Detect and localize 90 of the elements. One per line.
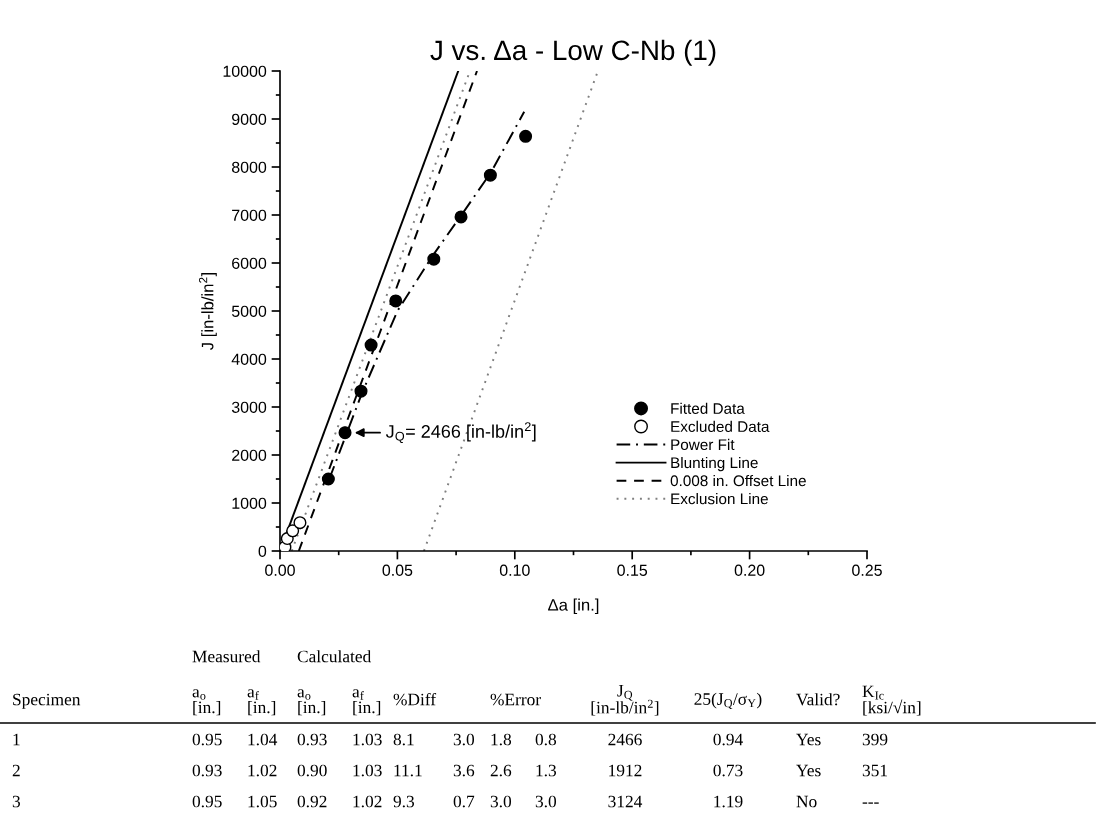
text: Valid? — [796, 693, 840, 706]
point — [389, 294, 403, 308]
text: 8.1 — [393, 733, 414, 746]
y-tick-label: 10000 — [223, 65, 267, 77]
text: 0.73 — [713, 764, 743, 777]
x-axis-title: Δa [in.] — [548, 598, 599, 615]
text: 25(J$_{Q}$/σ$_{Y}$) — [694, 692, 762, 710]
legend-label: 0.008 in. Offset Line — [670, 474, 806, 487]
x-tick-label: 0.10 — [499, 564, 530, 576]
legend-label: Exclusion Line — [671, 493, 768, 505]
point — [483, 168, 497, 182]
x-tick-label: 0.00 — [265, 564, 295, 576]
chart-title: J vs. Δa - Low C-Nb (1) — [430, 39, 716, 66]
legend-label: Excluded Data — [671, 420, 770, 433]
text: 1.05 — [248, 795, 277, 808]
text: a$_{f}$ [in.] — [247, 689, 276, 716]
point — [354, 384, 368, 398]
text: 351 — [862, 764, 887, 777]
text: 1.03 — [353, 733, 382, 746]
x-tick-label: 0.05 — [382, 564, 413, 576]
text: 1.04 — [248, 733, 278, 746]
text: 1.8 — [491, 733, 512, 746]
point — [454, 210, 468, 224]
text: Measured — [192, 650, 261, 663]
text: 1.3 — [536, 764, 557, 777]
text: 0.95 — [192, 795, 222, 808]
text: 3124 — [608, 795, 643, 808]
text: 0.7 — [453, 795, 475, 808]
text: J$_{Q}$ [in-lb/in$^{2}$] — [591, 684, 659, 716]
text: 0.90 — [297, 764, 327, 777]
text: a$_{o}$ [in.] — [297, 689, 326, 716]
point — [519, 129, 533, 143]
text: Calculated — [297, 650, 372, 663]
text: 1 — [13, 733, 20, 746]
y-tick-label: 5000 — [231, 305, 267, 317]
point — [364, 338, 378, 352]
text: 0.93 — [192, 764, 222, 777]
text: 11.1 — [394, 764, 422, 777]
text: Yes — [796, 733, 821, 746]
text: 1.02 — [353, 795, 382, 808]
y-tick-label: 9000 — [232, 113, 267, 125]
annotation: J$_{Q}$= 2466 [in-lb/in$^{2}$] — [385, 422, 536, 443]
text: 1.03 — [353, 764, 382, 777]
y-tick-label: 1000 — [232, 497, 267, 509]
text: No — [796, 795, 817, 808]
point — [321, 472, 335, 486]
text: --- — [862, 802, 879, 804]
text: 3 — [12, 795, 20, 808]
text: 2 — [12, 764, 20, 777]
y-tick-label: 2000 — [232, 449, 267, 461]
x-tick-label: 0.25 — [852, 564, 882, 576]
text: 1.02 — [248, 764, 277, 777]
y-tick-label: 3000 — [231, 401, 267, 413]
text: a$_{f}$ [in.] — [352, 689, 381, 716]
text: 3.0 — [490, 795, 512, 808]
y-tick-label: 6000 — [232, 257, 267, 269]
point — [286, 524, 300, 538]
point — [427, 252, 441, 266]
text: 3.0 — [535, 795, 557, 808]
text: 0.93 — [297, 733, 327, 746]
y-tick-label: 4000 — [231, 353, 267, 365]
text: Yes — [796, 764, 821, 777]
legend-label: Power Fit — [671, 438, 735, 451]
legend-label: Blunting Line — [671, 456, 758, 472]
point — [293, 516, 307, 530]
text: K$_{Ic}$ [ksi/√in] — [862, 685, 921, 716]
text: 0.95 — [192, 733, 222, 746]
text: %Diff — [393, 692, 437, 706]
text: %Error — [490, 693, 541, 706]
point — [338, 426, 352, 440]
text: 3.0 — [453, 733, 475, 746]
text: 1.19 — [714, 795, 743, 808]
x-tick-label: 0.15 — [617, 564, 648, 576]
y-tick-label: 8000 — [231, 161, 267, 173]
text: 1912 — [609, 764, 642, 777]
text: 0.8 — [535, 733, 557, 746]
text: 2466 — [608, 733, 642, 746]
legend-label: Fitted Data — [671, 402, 745, 414]
text: 0.94 — [713, 733, 743, 746]
text: Specimen — [13, 693, 81, 709]
text: 2.6 — [490, 764, 512, 777]
text: 399 — [862, 733, 888, 746]
text: 3.6 — [453, 764, 475, 777]
y-tick-label: 0 — [258, 545, 267, 557]
y-axis-title: J [in-lb/in$^{2}$] — [199, 273, 217, 350]
text: a$_{o}$ [in.] — [192, 689, 221, 716]
x-tick-label: 0.20 — [734, 564, 765, 576]
y-tick-label: 7000 — [232, 209, 267, 221]
text: 0.92 — [297, 795, 327, 808]
text: 9.3 — [393, 795, 415, 808]
